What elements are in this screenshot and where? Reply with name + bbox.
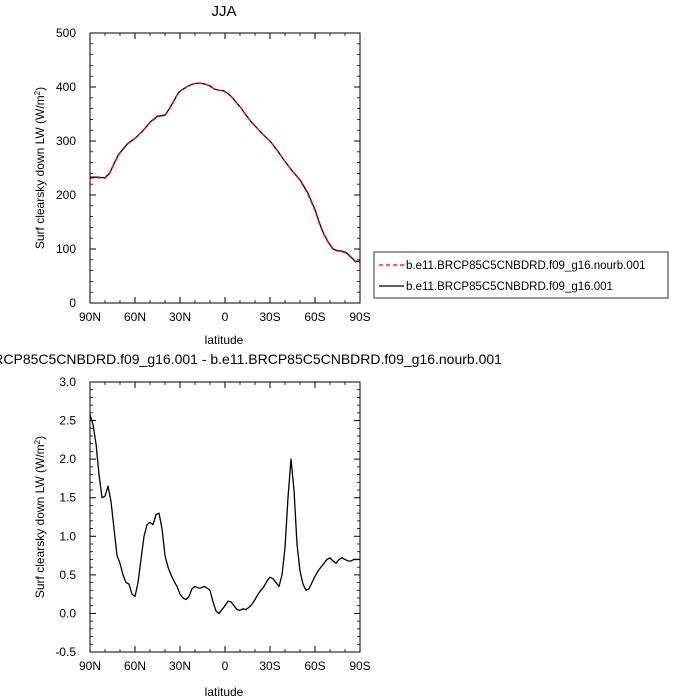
top-chart-xtick-label: 30S (259, 310, 280, 324)
bottom-chart-xlabel: latitude (205, 685, 244, 699)
bottom-chart-ylabel: Surf clearsky down LW (W/m2) (33, 436, 47, 598)
bottom-chart-ytick-label: 3.0 (59, 375, 76, 389)
bottom-chart-title: b.e11.BRCP85C5CNBDRD.f09_g16.001 - b.e11… (0, 351, 502, 367)
top-chart-xlabel: latitude (205, 333, 244, 347)
bottom-chart-xtick-label: 90N (79, 659, 101, 673)
bottom-chart-xtick-label: 90S (349, 659, 370, 673)
legend: b.e11.BRCP85C5CNBDRD.f09_g16.nourb.001 b… (373, 251, 669, 299)
legend-box (373, 251, 669, 299)
top-chart-ytick-label: 100 (56, 242, 76, 256)
top-chart-frame (89, 32, 361, 304)
top-chart-ytick-label: 200 (56, 188, 76, 202)
top-chart-xtick-label: 90S (349, 310, 370, 324)
bottom-chart-xtick-label: 30N (169, 659, 191, 673)
top-chart-xtick-label: 0 (222, 310, 229, 324)
bottom-chart-ytick-label: 0.0 (59, 606, 76, 620)
bottom-chart-ytick-label: -0.5 (55, 645, 76, 659)
top-chart-xtick-label: 60N (124, 310, 146, 324)
top-chart-series-line-0 (90, 82, 360, 263)
top-chart-ytick-label: 0 (69, 296, 76, 310)
bottom-chart-ytick-label: 1.5 (59, 491, 76, 505)
bottom-chart-series-line-0 (89, 414, 360, 615)
top-chart-ytick-label: 400 (56, 80, 76, 94)
top-chart-xtick-label: 60S (304, 310, 325, 324)
top-chart: JJA latitude Surf clearsky down LW (W/m2… (33, 3, 371, 347)
bottom-chart-xtick-label: 60N (124, 659, 146, 673)
bottom-chart-ytick-label: 1.0 (59, 529, 76, 543)
bottom-chart-ytick-label: 0.5 (59, 568, 76, 582)
bottom-chart: b.e11.BRCP85C5CNBDRD.f09_g16.001 - b.e11… (0, 351, 502, 699)
legend-label-urb: b.e11.BRCP85C5CNBDRD.f09_g16.001 (406, 281, 613, 293)
top-chart-title: JJA (211, 3, 236, 20)
legend-label-nourb: b.e11.BRCP85C5CNBDRD.f09_g16.nourb.001 (406, 260, 646, 272)
top-chart-ytick-label: 500 (56, 26, 76, 40)
top-chart-xtick-label: 90N (79, 310, 101, 324)
top-chart-xtick-label: 30N (169, 310, 191, 324)
bottom-chart-xtick-label: 30S (259, 659, 280, 673)
bottom-chart-frame (89, 381, 361, 653)
bottom-chart-ytick-label: 2.0 (59, 452, 76, 466)
bottom-chart-xtick-label: 0 (222, 659, 229, 673)
top-chart-ytick-label: 300 (56, 134, 76, 148)
bottom-chart-ytick-label: 2.5 (59, 414, 76, 428)
top-chart-series-line-1 (89, 82, 360, 263)
bottom-chart-xtick-label: 60S (304, 659, 325, 673)
top-chart-ylabel: Surf clearsky down LW (W/m2) (33, 87, 47, 249)
